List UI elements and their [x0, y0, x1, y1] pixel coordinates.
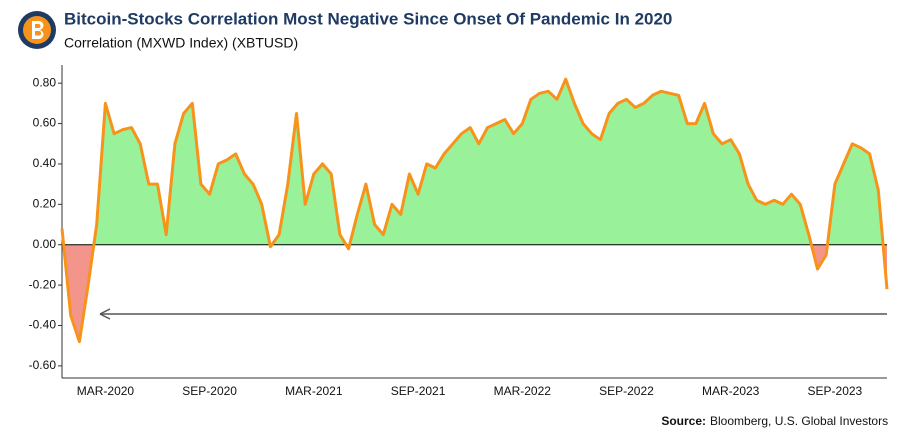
- arrow: [99, 308, 887, 320]
- chart-subtitle: Correlation (MXWD Index) (XBTUSD): [64, 35, 298, 51]
- y-tick-label: -0.40: [29, 318, 57, 332]
- x-tick-label: SEP-2021: [391, 384, 446, 398]
- y-tick-label: 0.20: [33, 197, 57, 211]
- plot: -0.60 -0.40 -0.20 0.00 0.20 0.40 0.60 0.80 MAR-2…: [29, 65, 889, 398]
- source-label: Source:: [661, 414, 706, 428]
- source-text: Bloomberg, U.S. Global Investors: [710, 414, 888, 428]
- y-tick-label: 0.40: [33, 156, 57, 170]
- x-tick-label: MAR-2022: [494, 384, 552, 398]
- x-tick-label: MAR-2021: [285, 384, 343, 398]
- x-tick-label: MAR-2023: [702, 384, 760, 398]
- area-positive: [62, 79, 887, 245]
- y-tick-label: -0.60: [29, 358, 57, 372]
- y-tick-label: 0.00: [33, 237, 57, 251]
- y-tick-label: 0.80: [33, 75, 57, 89]
- y-tick-label: 0.60: [33, 116, 57, 130]
- x-tick-label: MAR-2020: [77, 384, 135, 398]
- x-tick-label: SEP-2020: [182, 384, 237, 398]
- line: [60, 77, 889, 344]
- y-tick-label: -0.20: [29, 277, 57, 291]
- x-tick-label: SEP-2022: [599, 384, 654, 398]
- x-tick-label: SEP-2023: [808, 384, 863, 398]
- chart-title: Bitcoin-Stocks Correlation Most Negative…: [64, 9, 672, 28]
- logo: [18, 11, 56, 49]
